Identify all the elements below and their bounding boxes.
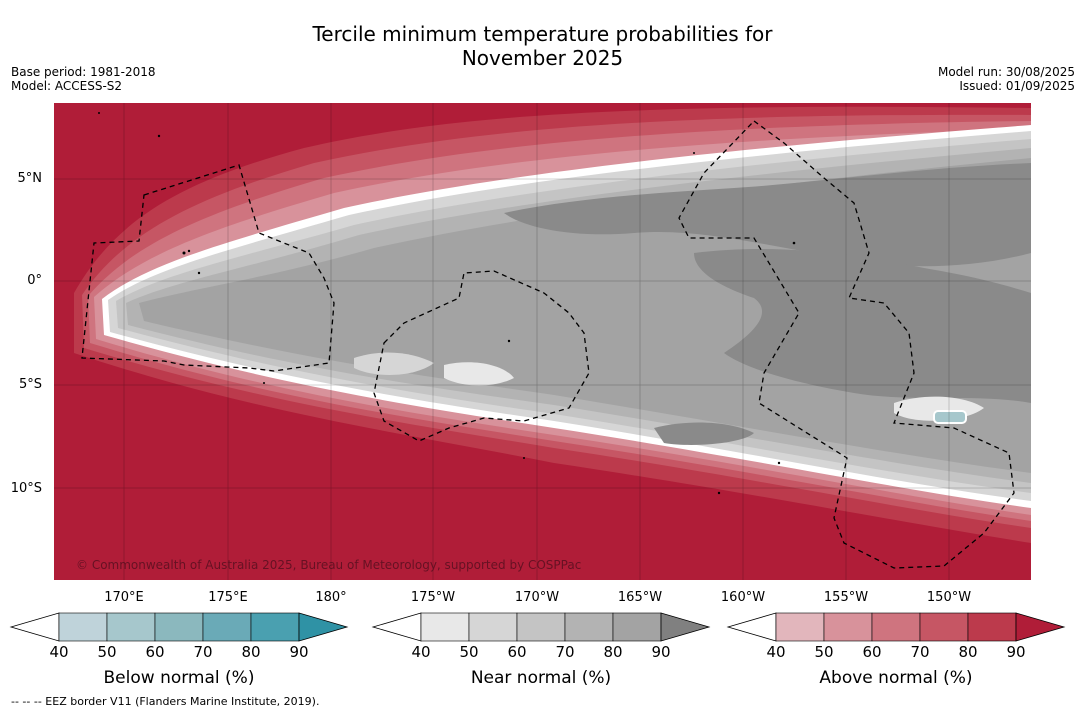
colorbar-segment xyxy=(919,612,969,642)
colorbar-tick-label: 70 xyxy=(193,643,213,661)
colorbar-tick-label: 70 xyxy=(910,643,930,661)
model-name: Model: ACCESS-S2 xyxy=(11,79,123,93)
colorbar-below-normal xyxy=(9,612,349,642)
colorbar-extend-high xyxy=(1015,612,1066,642)
colorbar-label-below: Below normal (%) xyxy=(103,668,255,688)
colorbar-extend-low xyxy=(726,612,777,642)
colorbar-near-normal xyxy=(371,612,711,642)
meta-right: Model run: 30/08/2025 Issued: 01/09/2025 xyxy=(938,65,1075,93)
map-title: Tercile minimum temperature probabilitie… xyxy=(0,22,1085,70)
lat-label-10s: 10°S xyxy=(10,481,42,496)
colorbar-segment xyxy=(154,612,204,642)
colorbar-segment xyxy=(106,612,156,642)
colorbar-label-near: Near normal (%) xyxy=(470,668,612,688)
colorbar-segment xyxy=(871,612,921,642)
lat-label-5n: 5°N xyxy=(17,171,43,186)
title-line-1: Tercile minimum temperature probabilitie… xyxy=(312,22,773,46)
title-line-2: November 2025 xyxy=(461,46,624,70)
colorbar-segment xyxy=(420,612,470,642)
colorbars xyxy=(9,612,1066,642)
colorbar-tick-label: 90 xyxy=(1006,643,1026,661)
colorbar-extend-low xyxy=(371,612,422,642)
issued-date: Issued: 01/09/2025 xyxy=(959,79,1075,93)
colorbar-segment xyxy=(202,612,252,642)
lon-label: 155°W xyxy=(823,590,869,605)
colorbar-tick-label: 40 xyxy=(49,643,69,661)
colorbar-segment xyxy=(58,612,108,642)
colorbar-tick-label: 50 xyxy=(814,643,834,661)
colorbar-extend-high xyxy=(298,612,349,642)
colorbar-above-normal xyxy=(726,612,1066,642)
colorbar-extend-low xyxy=(9,612,60,642)
colorbar-segment xyxy=(564,612,614,642)
colorbar-segment xyxy=(250,612,300,642)
colorbar-tick-label: 40 xyxy=(411,643,431,661)
lon-label: 170°W xyxy=(514,590,560,605)
probability-map xyxy=(54,103,1031,580)
colorbar-segment xyxy=(967,612,1017,642)
colorbar-segment xyxy=(516,612,566,642)
lon-label: 175°W xyxy=(410,590,456,605)
colorbar-segment xyxy=(775,612,825,642)
lon-label: 165°W xyxy=(617,590,663,605)
colorbar-tick-label: 80 xyxy=(603,643,623,661)
lat-label-5s: 5°S xyxy=(18,377,42,392)
colorbar-tick-label: 90 xyxy=(289,643,309,661)
colorbar-tick-label: 60 xyxy=(507,643,527,661)
lon-label: 160°W xyxy=(720,590,766,605)
colorbar-tick-label: 80 xyxy=(958,643,978,661)
lon-label: 175°E xyxy=(208,590,248,605)
colorbar-label-above: Above normal (%) xyxy=(819,668,973,688)
colorbar-extend-high xyxy=(660,612,711,642)
eez-footnote: -- -- -- EEZ border V11 (Flanders Marine… xyxy=(11,695,320,708)
colorbar-segment xyxy=(612,612,662,642)
colorbar-segment xyxy=(468,612,518,642)
colorbar-tick-label: 70 xyxy=(555,643,575,661)
colorbar-tick-label: 60 xyxy=(862,643,882,661)
colorbar-tick-label: 80 xyxy=(241,643,261,661)
lat-label-0: 0° xyxy=(27,273,42,288)
lon-label: 150°W xyxy=(926,590,972,605)
model-run: Model run: 30/08/2025 xyxy=(937,65,1075,79)
colorbar-tick-label: 50 xyxy=(459,643,479,661)
lon-label: 170°E xyxy=(104,590,144,605)
copyright-notice: © Commonwealth of Australia 2025, Bureau… xyxy=(76,558,582,572)
colorbar-tick-label: 90 xyxy=(651,643,671,661)
lon-label: 180° xyxy=(315,590,347,605)
colorbar-tick-label: 60 xyxy=(145,643,165,661)
base-period: Base period: 1981-2018 xyxy=(11,65,156,79)
meta-left: Base period: 1981-2018 Model: ACCESS-S2 xyxy=(11,65,156,93)
colorbar-tick-label: 40 xyxy=(766,643,786,661)
map-canvas xyxy=(54,103,1031,580)
colorbar-tick-label: 50 xyxy=(97,643,117,661)
colorbar-segment xyxy=(823,612,873,642)
